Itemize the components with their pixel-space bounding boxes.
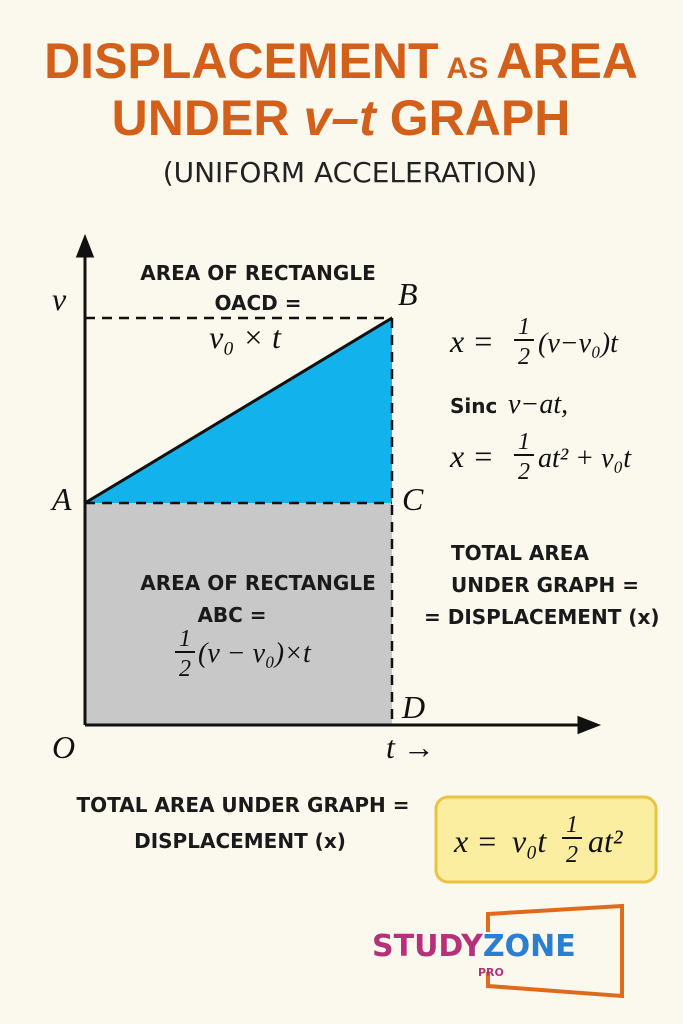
- point-label: A: [50, 481, 72, 517]
- axis-label: t →: [386, 729, 435, 765]
- area-label: AREA OF RECTANGLE: [140, 571, 375, 595]
- result-formula: v₀t: [512, 823, 547, 859]
- fraction-den: 2: [179, 656, 191, 682]
- logo-word: STUDY: [372, 929, 484, 964]
- dashed-guides: [85, 316, 394, 725]
- result-formula: x =: [453, 823, 498, 859]
- logo-word: ZONE: [483, 929, 576, 964]
- logo-pro: PRO: [478, 966, 504, 979]
- equation: (v−v₀)t: [538, 328, 619, 359]
- summary: TOTAL AREA UNDER GRAPH =: [77, 793, 410, 817]
- equation: v−at,: [508, 389, 568, 420]
- area-formula: (v − v₀)×t: [198, 638, 312, 669]
- equation: x =: [449, 323, 494, 359]
- title-line-1: DISPLACEMENT AS AREA: [44, 33, 638, 89]
- area-label: AREA OF RECTANGLE: [140, 261, 375, 285]
- fraction-num: 1: [518, 314, 530, 340]
- side-note: = DISPLACEMENT (x): [424, 605, 659, 629]
- logo-frame: [486, 903, 624, 999]
- equation: x =: [449, 438, 494, 474]
- lower-area: [85, 503, 392, 725]
- equation: at² + v₀t: [538, 443, 632, 474]
- area-label: OACD =: [215, 291, 302, 315]
- side-note: TOTAL AREA: [451, 541, 589, 565]
- vt-line: [84, 316, 393, 505]
- title-line-2: UNDER v–t GRAPH: [112, 90, 571, 146]
- point-label: C: [402, 481, 424, 517]
- result-formula: at²: [588, 823, 624, 859]
- fraction-den: 2: [518, 459, 530, 485]
- fraction-num: 1: [518, 429, 530, 455]
- fraction-den: 2: [518, 344, 530, 370]
- logo: STUDYZONE: [372, 929, 576, 964]
- fraction-num: 1: [566, 812, 578, 838]
- title-word: v–t: [303, 90, 378, 146]
- area-formula: v₀ × t: [209, 319, 282, 355]
- title-word: AREA: [496, 33, 638, 89]
- axis-label: v: [52, 281, 67, 317]
- fraction-den: 2: [566, 842, 578, 868]
- title-word: GRAPH: [390, 90, 571, 146]
- area-label: ABC =: [197, 603, 266, 627]
- summary: DISPLACEMENT (x): [134, 829, 346, 853]
- point-label: D: [401, 689, 425, 725]
- fraction-num: 1: [179, 626, 191, 652]
- subtitle: (UNIFORM ACCELERATION): [163, 156, 538, 189]
- axes: [75, 233, 602, 735]
- title-word: AS: [447, 52, 489, 85]
- equation-text: Sinc: [450, 394, 497, 418]
- title-word: DISPLACEMENT: [44, 33, 438, 89]
- point-label: B: [398, 276, 418, 312]
- point-label: O: [52, 729, 75, 765]
- result-box: [434, 795, 658, 884]
- side-note: UNDER GRAPH =: [451, 573, 639, 597]
- title-word: UNDER: [112, 90, 290, 146]
